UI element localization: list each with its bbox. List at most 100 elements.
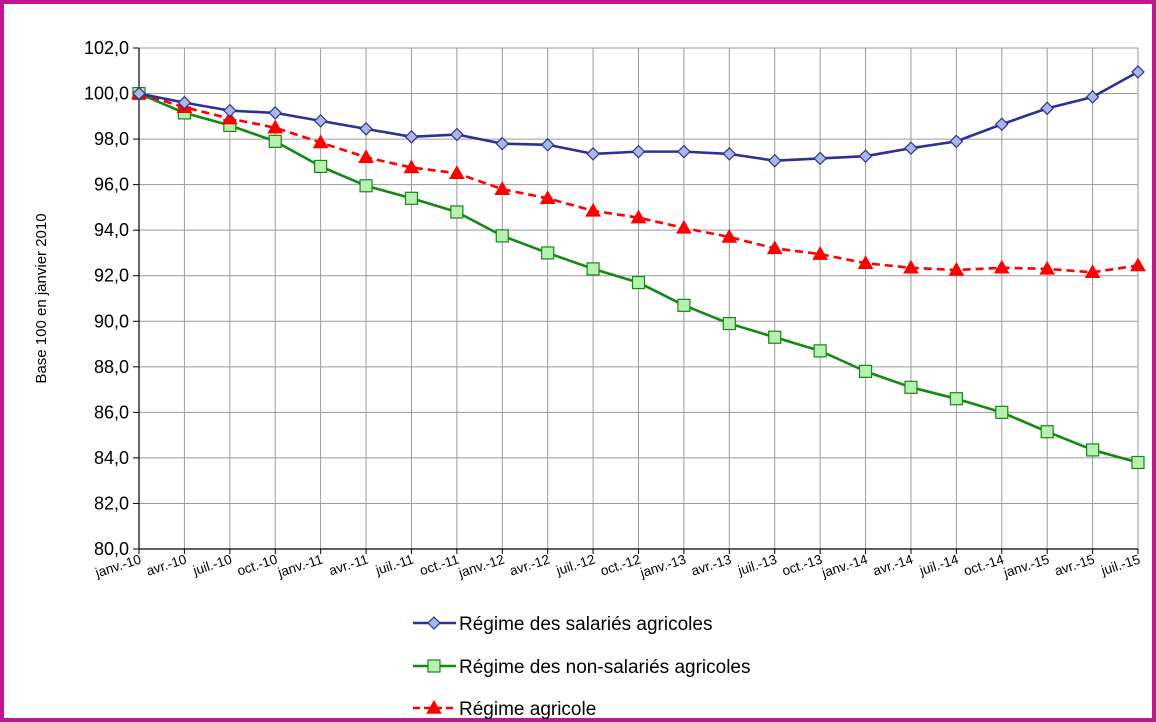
y-tick-label: 80,0: [94, 539, 129, 559]
data-point: [314, 159, 328, 174]
data-point: [404, 129, 419, 144]
y-tick-label: 86,0: [94, 402, 129, 422]
data-point: [403, 159, 420, 174]
data-point: [813, 151, 827, 166]
legend-marker: [427, 659, 441, 673]
y-axis-label: Base 100 en janvier 2010: [33, 213, 50, 383]
data-point: [450, 127, 464, 142]
data-point: [721, 229, 738, 243]
y-tick-label: 94,0: [94, 220, 129, 240]
data-point: [495, 136, 510, 151]
x-tick-label: juil.-10: [190, 552, 233, 579]
data-point: [676, 219, 692, 234]
y-tick-label: 88,0: [94, 357, 129, 377]
x-tick-label: janv.-11: [275, 552, 324, 581]
data-point: [904, 380, 918, 394]
legend: Régime des salariés agricoles Régime des …: [413, 614, 750, 720]
data-point: [1131, 65, 1145, 79]
data-point: [494, 181, 511, 195]
x-tick-label: janv.-12: [456, 552, 506, 581]
y-tick-labels: 80,0 82,0 84,0 86,0 88,0 90,0 92,0 94,0 96,0 98,0…: [84, 38, 129, 559]
y-tick-label: 82,0: [94, 493, 129, 513]
data-point: [1131, 455, 1145, 470]
data-point: [495, 229, 509, 243]
gridlines: [138, 47, 1139, 550]
line-chart: 80,0 82,0 84,0 86,0 88,0 90,0 92,0 94,0 96,0 98,0…: [33, 38, 1146, 720]
data-point: [539, 190, 556, 205]
data-point: [631, 144, 646, 159]
x-tick-label: avr.-11: [327, 552, 370, 579]
data-point: [540, 137, 555, 152]
x-tick-label: juil.-12: [554, 552, 597, 579]
data-point: [586, 147, 600, 161]
data-point: [359, 179, 373, 193]
data-point: [949, 392, 963, 406]
x-tick-label: juil.-11: [373, 552, 415, 579]
data-point: [768, 330, 782, 344]
data-point: [359, 121, 373, 136]
data-point: [948, 262, 965, 276]
data-point: [903, 259, 919, 274]
legend-item: Régime des salariés agricoles: [413, 614, 712, 635]
y-tick-label: 90,0: [94, 311, 129, 331]
data-point: [132, 86, 146, 101]
data-point: [1130, 257, 1146, 272]
data-point: [995, 405, 1009, 419]
data-point: [313, 114, 328, 128]
data-point: [812, 246, 828, 260]
y-tick-label: 98,0: [94, 129, 129, 149]
legend-label: Régime des non-salariés agricoles: [459, 657, 750, 678]
data-point: [993, 259, 1010, 274]
data-point: [404, 191, 419, 205]
y-tick-label: 96,0: [94, 175, 129, 195]
data-point: [722, 147, 737, 161]
series-group: [131, 65, 1146, 470]
data-point: [449, 165, 465, 179]
x-tick-label: avr.-14: [871, 551, 915, 578]
x-tick-label: avr.-15: [1053, 552, 1097, 579]
data-point: [268, 134, 282, 148]
data-point: [1039, 260, 1056, 275]
data-point: [450, 205, 464, 219]
data-point: [221, 110, 238, 125]
data-point: [1085, 443, 1100, 457]
x-tick-label: oct.-11: [418, 552, 461, 579]
data-point: [904, 141, 918, 156]
data-point: [541, 246, 555, 260]
data-point: [813, 344, 827, 358]
data-point: [722, 316, 736, 331]
data-point: [267, 119, 284, 134]
series-1: [132, 86, 1145, 470]
data-point: [1085, 90, 1100, 104]
data-point: [177, 95, 192, 110]
data-point: [630, 209, 647, 224]
legend-item: Régime des non-salariés agricoles: [413, 657, 750, 678]
series-0: [132, 65, 1145, 168]
data-point: [858, 149, 873, 164]
x-tick-label: janv.-15: [1001, 552, 1051, 581]
data-point: [585, 202, 601, 217]
axes: [133, 47, 1139, 554]
legend-item: Régime agricole: [413, 699, 596, 720]
data-point: [766, 240, 783, 255]
x-tick-label: avr.-12: [508, 552, 552, 579]
legend-label: Régime des salariés agricoles: [459, 614, 712, 635]
x-tick-label: juil.-13: [735, 552, 778, 579]
data-point: [1084, 264, 1101, 279]
x-tick-label: janv.-13: [638, 552, 688, 581]
data-point: [677, 144, 691, 159]
x-tick-label: juil.-15: [1099, 552, 1142, 579]
legend-marker: [426, 699, 442, 714]
x-tick-label: avr.-10: [144, 552, 188, 579]
data-point: [949, 134, 964, 149]
data-point: [586, 262, 600, 276]
data-point: [857, 255, 874, 269]
data-point: [858, 364, 873, 378]
x-tick-label: oct.-14: [962, 551, 1006, 578]
data-point: [268, 106, 283, 120]
x-tick-label: oct.-10: [235, 552, 279, 579]
y-tick-label: 92,0: [94, 266, 129, 286]
data-point: [677, 298, 691, 312]
